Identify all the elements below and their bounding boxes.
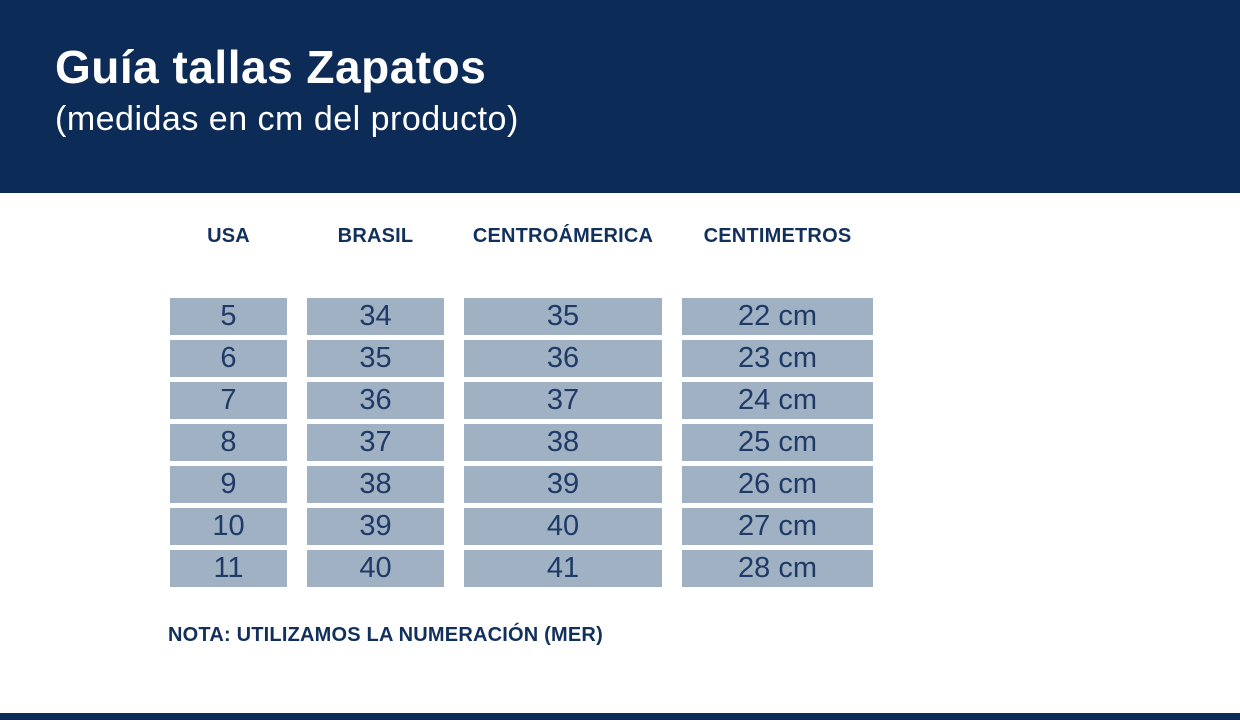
table-cell: 10 xyxy=(170,508,287,545)
header-banner: Guía tallas Zapatos (medidas en cm del p… xyxy=(0,0,1240,193)
page-subtitle: (medidas en cm del producto) xyxy=(55,99,519,138)
table-cell: 27 cm xyxy=(682,508,873,545)
table-cell: 24 cm xyxy=(682,382,873,419)
table-cell: 11 xyxy=(170,550,287,587)
table-cell: 38 xyxy=(464,424,662,461)
bottom-accent-bar xyxy=(0,713,1240,720)
table-cell: 38 xyxy=(307,466,444,503)
table-cell: 36 xyxy=(464,340,662,377)
table-cell: 23 cm xyxy=(682,340,873,377)
table-cell: 35 xyxy=(464,298,662,335)
table-cell: 37 xyxy=(464,382,662,419)
table-cell: 6 xyxy=(170,340,287,377)
table-cell: 39 xyxy=(464,466,662,503)
size-table: USA BRASIL CENTROÁMERICA CENTIMETROS 5 3… xyxy=(170,225,873,587)
table-cell: 5 xyxy=(170,298,287,335)
table-cell: 26 cm xyxy=(682,466,873,503)
page-title: Guía tallas Zapatos xyxy=(55,41,487,93)
table-cell: 36 xyxy=(307,382,444,419)
table-cell: 25 cm xyxy=(682,424,873,461)
table-cell: 9 xyxy=(170,466,287,503)
table-cell: 41 xyxy=(464,550,662,587)
column-header-brasil: BRASIL xyxy=(337,225,414,247)
table-cell: 40 xyxy=(464,508,662,545)
column-header-centroamerica: CENTROÁMERICA xyxy=(472,225,654,247)
table-cell: 34 xyxy=(307,298,444,335)
table-cell: 37 xyxy=(307,424,444,461)
table-cell: 28 cm xyxy=(682,550,873,587)
size-table-header-row: USA BRASIL CENTROÁMERICA CENTIMETROS xyxy=(170,225,873,248)
table-cell: 22 cm xyxy=(682,298,873,335)
table-cell: 40 xyxy=(307,550,444,587)
table-cell: 8 xyxy=(170,424,287,461)
table-cell: 35 xyxy=(307,340,444,377)
column-header-centimetros: CENTIMETROS xyxy=(703,225,852,247)
size-table-body: 5 34 35 22 cm 6 35 36 23 cm 7 36 37 24 c… xyxy=(170,298,873,587)
column-header-usa: USA xyxy=(207,225,250,247)
footnote: NOTA: UTILIZAMOS LA NUMERACIÓN (MER) xyxy=(168,624,603,646)
table-cell: 39 xyxy=(307,508,444,545)
table-cell: 7 xyxy=(170,382,287,419)
